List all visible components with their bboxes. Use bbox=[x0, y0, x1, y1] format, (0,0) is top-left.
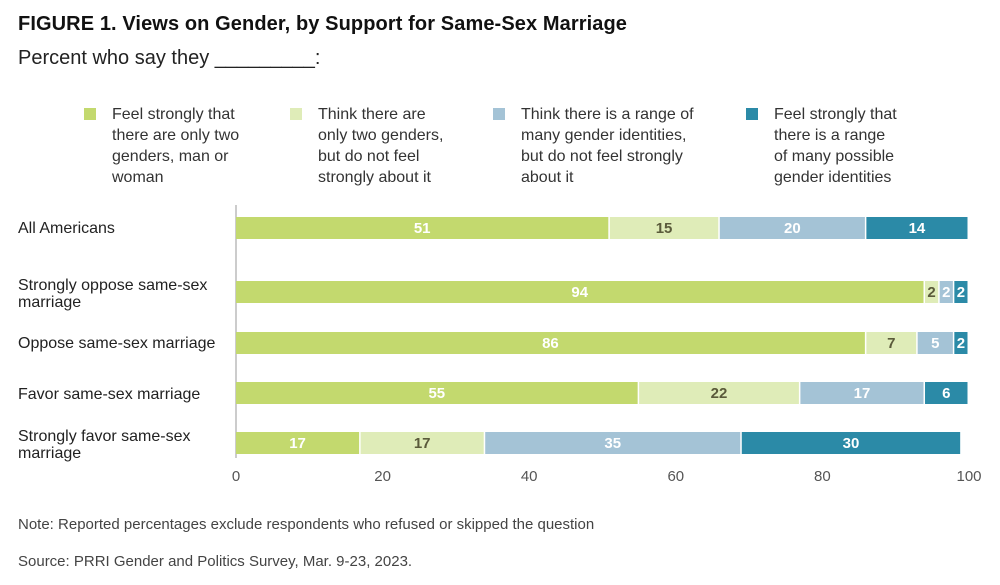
category-label-strongly-oppose: Strongly oppose same-sex marriage bbox=[18, 277, 208, 311]
legend-swatch bbox=[493, 108, 505, 120]
bar-segment-strongly-favor-think-range bbox=[485, 432, 741, 454]
category-label-oppose: Oppose same-sex marriage bbox=[18, 335, 216, 352]
x-tick-label: 20 bbox=[374, 468, 391, 485]
x-tick-label: 60 bbox=[667, 468, 684, 485]
data-label-oppose-think-range: 5 bbox=[931, 335, 939, 352]
bar-segment-favor-think-range bbox=[800, 382, 924, 404]
data-label-oppose-feel-strongly-range: 2 bbox=[957, 335, 965, 352]
bar-segment-all-americans-think-two bbox=[609, 217, 719, 239]
data-label-strongly-favor-feel-strongly-two: 17 bbox=[289, 435, 306, 452]
x-tick-label: 80 bbox=[814, 468, 831, 485]
data-label-all-americans-think-two: 15 bbox=[656, 220, 673, 237]
bar-segment-strongly-favor-feel-strongly-two bbox=[236, 432, 360, 454]
data-label-all-americans-feel-strongly-two: 51 bbox=[414, 220, 431, 237]
data-label-all-americans-feel-strongly-range: 14 bbox=[909, 220, 926, 237]
chart-title: FIGURE 1. Views on Gender, by Support fo… bbox=[18, 13, 628, 35]
legend-label: Feel strongly that there is a range of m… bbox=[774, 106, 897, 186]
x-tick-label: 0 bbox=[232, 468, 240, 485]
legend-label: Feel strongly that there are only two ge… bbox=[112, 106, 240, 186]
legend-label: Think there is a range of many gender id… bbox=[521, 106, 694, 186]
bar-segment-oppose-feel-strongly-two bbox=[236, 332, 865, 354]
data-label-oppose-think-two: 7 bbox=[887, 335, 895, 352]
bar-segment-strongly-oppose-think-range bbox=[939, 281, 953, 303]
data-label-strongly-favor-think-two: 17 bbox=[414, 435, 431, 452]
category-label-all-americans: All Americans bbox=[18, 220, 115, 237]
data-label-strongly-favor-feel-strongly-range: 30 bbox=[843, 435, 860, 452]
chart-source: Source: PRRI Gender and Politics Survey,… bbox=[18, 553, 413, 570]
category-label-favor: Favor same-sex marriage bbox=[18, 386, 201, 403]
data-label-favor-feel-strongly-range: 6 bbox=[942, 385, 950, 402]
category-label-strongly-favor: Strongly favor same-sex marriage bbox=[18, 428, 191, 462]
bar-segment-favor-think-two bbox=[639, 382, 799, 404]
data-label-strongly-favor-think-range: 35 bbox=[604, 435, 621, 452]
data-label-favor-feel-strongly-two: 55 bbox=[428, 385, 445, 402]
bar-segment-strongly-favor-feel-strongly-range bbox=[741, 432, 961, 454]
data-label-oppose-feel-strongly-two: 86 bbox=[542, 335, 559, 352]
data-label-strongly-oppose-think-range: 2 bbox=[942, 284, 950, 301]
data-label-favor-think-range: 17 bbox=[854, 385, 871, 402]
legend-label: Think there are only two genders, but do… bbox=[318, 106, 444, 186]
legend-swatch bbox=[746, 108, 758, 120]
data-label-all-americans-think-range: 20 bbox=[784, 220, 801, 237]
bar-segment-oppose-think-two bbox=[866, 332, 917, 354]
data-label-favor-think-two: 22 bbox=[711, 385, 728, 402]
bar-segment-all-americans-think-range bbox=[719, 217, 865, 239]
chart-note: Note: Reported percentages exclude respo… bbox=[18, 516, 595, 533]
bar-segment-favor-feel-strongly-two bbox=[236, 382, 638, 404]
bar-segment-all-americans-feel-strongly-two bbox=[236, 217, 609, 239]
bar-segment-oppose-think-range bbox=[917, 332, 953, 354]
bar-segment-strongly-oppose-think-two bbox=[925, 281, 939, 303]
bar-segment-strongly-oppose-feel-strongly-range bbox=[954, 281, 968, 303]
data-label-strongly-oppose-feel-strongly-two: 94 bbox=[571, 284, 588, 301]
x-tick-label: 40 bbox=[521, 468, 538, 485]
data-label-strongly-oppose-feel-strongly-range: 2 bbox=[957, 284, 965, 301]
bar-segment-favor-feel-strongly-range bbox=[925, 382, 968, 404]
legend-swatch bbox=[290, 108, 302, 120]
data-label-strongly-oppose-think-two: 2 bbox=[927, 284, 935, 301]
bar-segment-oppose-feel-strongly-range bbox=[954, 332, 968, 354]
x-tick-label: 100 bbox=[956, 468, 981, 485]
chart-subtitle: Percent who say they _________: bbox=[18, 47, 321, 69]
bar-segment-strongly-favor-think-two bbox=[360, 432, 484, 454]
bar-segment-strongly-oppose-feel-strongly-two bbox=[236, 281, 924, 303]
legend-swatch bbox=[84, 108, 96, 120]
bar-segment-all-americans-feel-strongly-range bbox=[866, 217, 968, 239]
